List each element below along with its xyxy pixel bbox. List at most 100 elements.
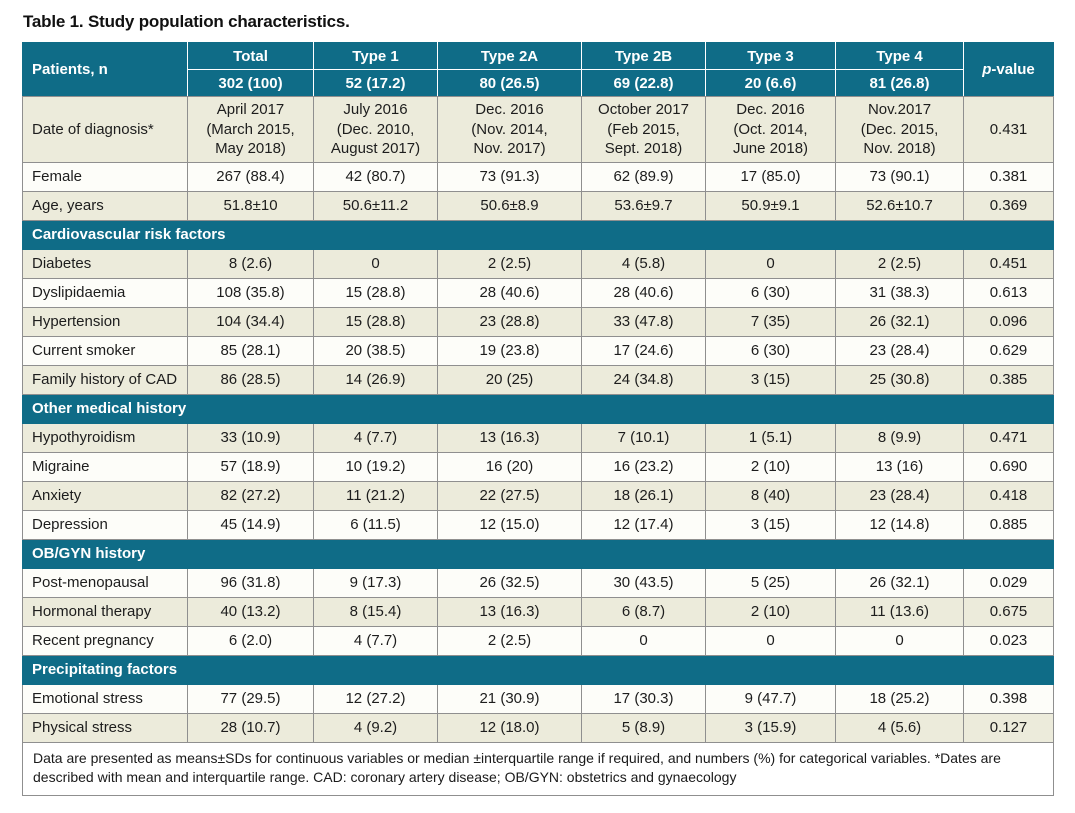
pvalue-cell: 0.885 — [963, 509, 1054, 540]
row-label: Physical stress — [22, 712, 188, 743]
column-count-type2b: 69 (22.8) — [581, 69, 706, 97]
value-cell: 0 — [705, 625, 836, 656]
table-row: Anxiety 82 (27.2) 11 (21.2) 22 (27.5) 18 (26… — [22, 480, 1054, 511]
value-cell: 26 (32.1) — [835, 567, 964, 598]
table-row: Depression 45 (14.9) 6 (11.5) 12 (15.0) 12 (… — [22, 509, 1054, 540]
table-row: Dyslipidaemia 108 (35.8) 15 (28.8) 28 (40.6… — [22, 277, 1054, 308]
table-row: Migraine 57 (18.9) 10 (19.2) 16 (20) 16 (23.… — [22, 451, 1054, 482]
pvalue-cell: 0.398 — [963, 683, 1054, 714]
value-cell: 77 (29.5) — [187, 683, 314, 714]
pvalue-cell: 0.385 — [963, 364, 1054, 395]
pvalue-cell: 0.029 — [963, 567, 1054, 598]
value-cell: 6 (2.0) — [187, 625, 314, 656]
row-label: Hypertension — [22, 306, 188, 337]
value-cell: Dec. 2016 (Oct. 2014, June 2018) — [705, 96, 836, 163]
value-cell: 6 (11.5) — [313, 509, 438, 540]
value-cell: 28 (10.7) — [187, 712, 314, 743]
value-cell: 73 (91.3) — [437, 161, 582, 192]
column-count-type3: 20 (6.6) — [705, 69, 836, 97]
value-cell: 42 (80.7) — [313, 161, 438, 192]
pvalue-label-rest: -value — [991, 61, 1035, 78]
table-footer: Data are presented as means±SDs for cont… — [22, 741, 1054, 796]
value-cell: 4 (7.7) — [313, 422, 438, 453]
row-label: Dyslipidaemia — [22, 277, 188, 308]
value-cell: 96 (31.8) — [187, 567, 314, 598]
value-cell: 6 (30) — [705, 277, 836, 308]
table-row: Post-menopausal 96 (31.8) 9 (17.3) 26 (32.5… — [22, 567, 1054, 598]
value-cell: 8 (2.6) — [187, 248, 314, 279]
value-cell: 23 (28.4) — [835, 480, 964, 511]
value-cell: 12 (15.0) — [437, 509, 582, 540]
value-cell: 4 (5.8) — [581, 248, 706, 279]
value-cell: 16 (20) — [437, 451, 582, 482]
pvalue-header-cell: p-value — [963, 42, 1054, 97]
value-cell: 50.9±9.1 — [705, 190, 836, 221]
value-cell: 24 (34.8) — [581, 364, 706, 395]
table-row: Hormonal therapy 40 (13.2) 8 (15.4) 13 (16.… — [22, 596, 1054, 627]
value-cell: 50.6±8.9 — [437, 190, 582, 221]
pvalue-cell: 0.023 — [963, 625, 1054, 656]
value-cell: 3 (15) — [705, 364, 836, 395]
section-header-row: Cardiovascular risk factors — [22, 219, 1054, 250]
row-label: Depression — [22, 509, 188, 540]
value-cell: 2 (10) — [705, 596, 836, 627]
header-row-counts: 302 (100) 52 (17.2) 80 (26.5) 69 (22.8) … — [23, 69, 1054, 97]
value-cell: 19 (23.8) — [437, 335, 582, 366]
value-cell: 4 (9.2) — [313, 712, 438, 743]
row-label: Age, years — [22, 190, 188, 221]
value-cell: 82 (27.2) — [187, 480, 314, 511]
column-header-type1: Type 1 — [313, 42, 438, 70]
value-cell: 13 (16.3) — [437, 596, 582, 627]
value-cell: 267 (88.4) — [187, 161, 314, 192]
row-label: Hormonal therapy — [22, 596, 188, 627]
patients-header-cell: Patients, n — [22, 42, 188, 97]
table-row: Diabetes 8 (2.6) 0 2 (2.5) 4 (5.8) 0 2 (2.5) 0.… — [22, 248, 1054, 279]
value-cell: 53.6±9.7 — [581, 190, 706, 221]
value-cell: 51.8±10 — [187, 190, 314, 221]
column-header-type2b: Type 2B — [581, 42, 706, 70]
value-cell: 26 (32.5) — [437, 567, 582, 598]
value-cell: 52.6±10.7 — [835, 190, 964, 221]
value-cell: 10 (19.2) — [313, 451, 438, 482]
value-cell: 12 (27.2) — [313, 683, 438, 714]
section-header-label: OB/GYN history — [22, 538, 1054, 569]
table-title: Table 1. Study population characteristic… — [23, 12, 350, 31]
column-count-type2a: 80 (26.5) — [437, 69, 582, 97]
pvalue-cell: 0.629 — [963, 335, 1054, 366]
value-cell: 28 (40.6) — [581, 277, 706, 308]
value-cell: 7 (10.1) — [581, 422, 706, 453]
value-cell: 1 (5.1) — [705, 422, 836, 453]
row-label: Date of diagnosis* — [22, 96, 188, 163]
value-cell: April 2017 (March 2015, May 2018) — [187, 96, 314, 163]
value-cell: 40 (13.2) — [187, 596, 314, 627]
table-row: Physical stress 28 (10.7) 4 (9.2) 12 (18.0)… — [22, 712, 1054, 743]
value-cell: 3 (15.9) — [705, 712, 836, 743]
value-cell: 15 (28.8) — [313, 277, 438, 308]
column-header-total: Total — [187, 42, 314, 70]
value-cell: July 2016 (Dec. 2010, August 2017) — [313, 96, 438, 163]
pvalue-cell: 0.471 — [963, 422, 1054, 453]
value-cell: 9 (47.7) — [705, 683, 836, 714]
value-cell: 2 (2.5) — [835, 248, 964, 279]
value-cell: 8 (40) — [705, 480, 836, 511]
row-label: Post-menopausal — [22, 567, 188, 598]
pvalue-cell: 0.381 — [963, 161, 1054, 192]
value-cell: 13 (16.3) — [437, 422, 582, 453]
row-label: Migraine — [22, 451, 188, 482]
row-label: Anxiety — [22, 480, 188, 511]
value-cell: 20 (25) — [437, 364, 582, 395]
value-cell: Dec. 2016 (Nov. 2014, Nov. 2017) — [437, 96, 582, 163]
value-cell: 11 (21.2) — [313, 480, 438, 511]
row-label: Recent pregnancy — [22, 625, 188, 656]
value-cell: 5 (25) — [705, 567, 836, 598]
value-cell: 108 (35.8) — [187, 277, 314, 308]
value-cell: 0 — [705, 248, 836, 279]
column-count-type1: 52 (17.2) — [313, 69, 438, 97]
row-label: Current smoker — [22, 335, 188, 366]
pvalue-cell: 0.096 — [963, 306, 1054, 337]
section-header-label: Precipitating factors — [22, 654, 1054, 685]
section-header-label: Other medical history — [22, 393, 1054, 424]
value-cell: 8 (9.9) — [835, 422, 964, 453]
pvalue-cell: 0.613 — [963, 277, 1054, 308]
column-header-type3: Type 3 — [705, 42, 836, 70]
